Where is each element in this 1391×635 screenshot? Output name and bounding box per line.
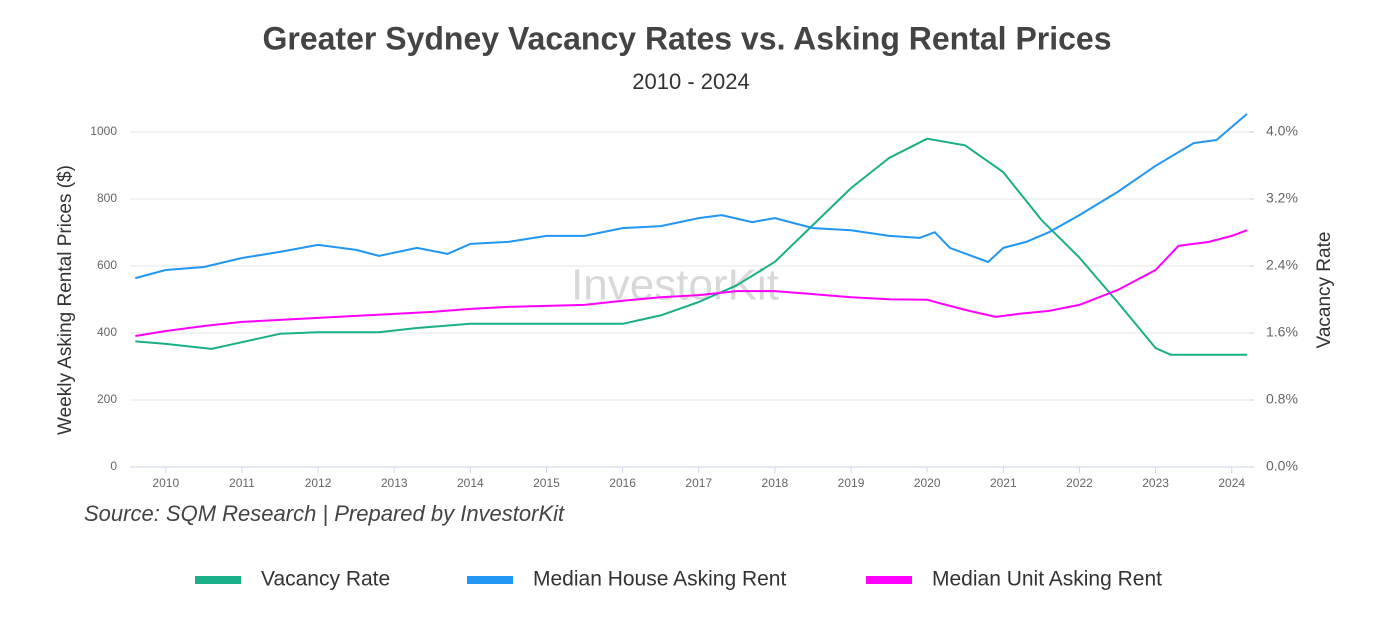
x-tick-label: 2017 xyxy=(685,476,712,490)
y2-tick-label: 2.4% xyxy=(1266,257,1298,273)
y2-tick-label: 1.6% xyxy=(1266,324,1298,340)
legend-swatch xyxy=(866,576,912,584)
legend-swatch xyxy=(467,576,513,584)
y2-tick-label: 4.0% xyxy=(1266,123,1298,139)
legend-label: Vacancy Rate xyxy=(261,568,390,591)
legend-label: Median Unit Asking Rent xyxy=(932,568,1162,591)
x-tick-label: 2023 xyxy=(1142,476,1169,490)
y-axis-label: Weekly Asking Rental Prices ($) xyxy=(55,165,76,435)
x-tick-label: 2020 xyxy=(914,476,941,490)
y2-tick-label: 3.2% xyxy=(1266,190,1298,206)
y2-tick-label: 0.0% xyxy=(1266,458,1298,474)
series-line xyxy=(135,137,1247,356)
y-tick-label: 600 xyxy=(97,258,117,272)
x-tick-label: 2010 xyxy=(152,476,179,490)
series-line xyxy=(135,229,1248,337)
x-tick-label: 2019 xyxy=(838,476,865,490)
y-tick-label: 200 xyxy=(97,392,117,406)
x-tick-label: 2014 xyxy=(457,476,484,490)
y-tick-label: 400 xyxy=(97,325,117,339)
x-tick-label: 2012 xyxy=(305,476,332,490)
x-tick-label: 2024 xyxy=(1218,476,1245,490)
chart-subtitle: 2010 - 2024 xyxy=(632,69,749,94)
source-note: Source: SQM Research | Prepared by Inves… xyxy=(84,501,565,526)
x-tick-label: 2016 xyxy=(609,476,636,490)
y-tick-label: 800 xyxy=(97,191,117,205)
legend-swatch xyxy=(195,576,241,584)
legend-label: Median House Asking Rent xyxy=(533,568,786,591)
y2-axis-label: Vacancy Rate xyxy=(1314,232,1335,349)
y-tick-label: 0 xyxy=(110,459,117,473)
y-tick-label: 1000 xyxy=(90,124,117,138)
x-tick-label: 2013 xyxy=(381,476,408,490)
x-tick-label: 2015 xyxy=(533,476,560,490)
watermark: InvestorKit xyxy=(571,261,779,310)
y2-tick-label: 0.8% xyxy=(1266,391,1298,407)
series-line xyxy=(135,113,1248,280)
x-tick-label: 2022 xyxy=(1066,476,1093,490)
chart-title: Greater Sydney Vacancy Rates vs. Asking … xyxy=(262,20,1111,56)
x-tick-label: 2018 xyxy=(762,476,789,490)
x-tick-label: 2011 xyxy=(229,476,255,490)
x-tick-label: 2021 xyxy=(990,476,1017,490)
